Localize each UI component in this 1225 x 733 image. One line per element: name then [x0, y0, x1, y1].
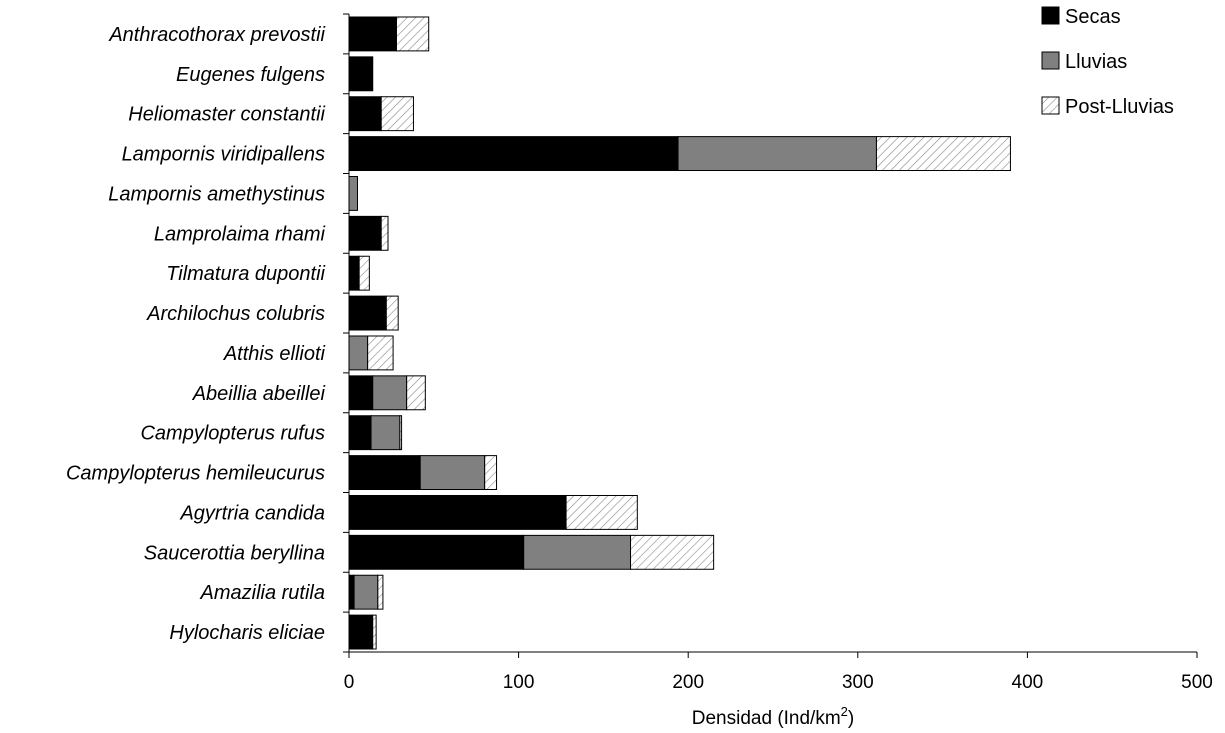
bar-lluvias-14: Amazilia rutila — Lluvias: 14	[353, 574, 379, 610]
category-label: Lampornis viridipallens	[122, 144, 325, 166]
legend-swatch	[1041, 51, 1060, 70]
labels-layer: Anthracothorax prevostii Eugenes fulgens H…	[66, 24, 1213, 729]
category-label: Lamprolaima rhami	[154, 223, 326, 245]
legend-label: Lluvias	[1065, 51, 1127, 73]
bar-secas-5: Lamprolaima rhami — Secas: 19	[348, 215, 382, 251]
bar-post-lluvias-3: Lampornis viridipallens — Post-Lluvias: …	[875, 136, 1011, 172]
category-label: Agyrtria candida	[179, 502, 325, 524]
bar-secas-10: Campylopterus rufus — Secas: 13	[348, 415, 372, 451]
bar-post-lluvias-0: Anthracothorax prevostii — Post-Lluvias:…	[395, 16, 430, 52]
category-label: Eugenes fulgens	[176, 64, 325, 86]
legend-label: Secas	[1065, 6, 1121, 28]
bar-post-lluvias-10: Campylopterus rufus — Post-Lluvias: 1	[399, 415, 403, 451]
legend: Secas Lluvias Post-Lluvias	[1041, 6, 1174, 118]
bar-post-lluvias-15: Hylocharis eliciae — Post-Lluvias: 2	[372, 614, 377, 650]
bar-post-lluvias-9: Abeillia abeillei — Post-Lluvias: 11	[406, 375, 426, 411]
bar-secas-15: Hylocharis eliciae — Secas: 14	[348, 614, 374, 650]
x-axis-title: Densidad (Ind/km2)	[692, 704, 854, 729]
bar-secas-11: Campylopterus hemileucurus — Secas: 42	[348, 455, 421, 491]
x-tick-label: 100	[503, 672, 535, 693]
bar-lluvias-13: Saucerottia beryllina — Lluvias: 63	[523, 534, 632, 570]
category-label: Atthis ellioti	[223, 343, 326, 365]
bar-post-lluvias-13: Saucerottia beryllina — Post-Lluvias: 49	[630, 534, 715, 570]
x-tick-label: 300	[842, 672, 874, 693]
bar-secas-9: Abeillia abeillei — Secas: 14	[348, 375, 374, 411]
x-tick-label: 0	[344, 672, 355, 693]
category-label: Hylocharis eliciae	[169, 622, 325, 644]
x-tick-label: 200	[672, 672, 704, 693]
bar-post-lluvias-5: Lamprolaima rhami — Post-Lluvias: 4	[380, 215, 389, 251]
x-tick-label: 400	[1012, 672, 1044, 693]
legend-swatch	[1041, 96, 1060, 115]
bar-post-lluvias-6: Tilmatura dupontii — Post-Lluvias: 6	[358, 255, 370, 291]
bar-secas-14: Amazilia rutila — Secas: 3	[348, 574, 355, 610]
category-label: Tilmatura dupontii	[166, 263, 325, 285]
x-tick-label: 500	[1181, 672, 1213, 693]
bar-lluvias-11: Campylopterus hemileucurus — Lluvias: 38	[419, 455, 486, 491]
bar-lluvias-8: Atthis ellioti — Lluvias: 11	[348, 335, 369, 371]
category-label: Campylopterus rufus	[140, 423, 325, 445]
category-label: Saucerottia beryllina	[144, 542, 325, 564]
bars-layer: Anthracothorax prevostii — Secas: 28Anth…	[348, 16, 1011, 650]
bar-secas-7: Archilochus colubris — Secas: 22	[348, 295, 387, 331]
category-label: Amazilia rutila	[200, 582, 325, 604]
bar-secas-12: Agyrtria candida — Secas: 128	[348, 494, 567, 530]
legend-swatch	[1041, 6, 1060, 25]
category-label: Lampornis amethystinus	[108, 183, 325, 205]
bar-secas-6: Tilmatura dupontii — Secas: 6	[348, 255, 360, 291]
axes-layer	[343, 13, 1198, 658]
category-label: Anthracothorax prevostii	[108, 24, 325, 46]
bar-secas-0: Anthracothorax prevostii — Secas: 28	[348, 16, 397, 52]
bar-post-lluvias-2: Heliomaster constantii — Post-Lluvias: 1…	[380, 96, 414, 132]
bar-lluvias-10: Campylopterus rufus — Lluvias: 17	[370, 415, 401, 451]
bar-post-lluvias-8: Atthis ellioti — Post-Lluvias: 15	[367, 335, 394, 371]
category-label: Campylopterus hemileucurus	[66, 463, 325, 485]
bar-post-lluvias-14: Amazilia rutila — Post-Lluvias: 3	[377, 574, 384, 610]
bar-lluvias-9: Abeillia abeillei — Lluvias: 20	[372, 375, 408, 411]
bar-post-lluvias-11: Campylopterus hemileucurus — Post-Lluvia…	[484, 455, 498, 491]
bar-secas-1: Eugenes fulgens — Secas: 14	[348, 56, 374, 92]
bar-lluvias-4: Lampornis amethystinus — Lluvias: 5	[348, 175, 358, 211]
legend-label: Post-Lluvias	[1065, 96, 1174, 118]
bar-secas-13: Saucerottia beryllina — Secas: 103	[348, 534, 525, 570]
category-label: Abeillia abeillei	[192, 383, 326, 405]
category-label: Archilochus colubris	[146, 303, 325, 325]
bar-secas-3: Lampornis viridipallens — Secas: 194	[348, 136, 679, 172]
bar-post-lluvias-7: Archilochus colubris — Post-Lluvias: 7	[385, 295, 399, 331]
bar-secas-2: Heliomaster constantii — Secas: 19	[348, 96, 382, 132]
category-label: Heliomaster constantii	[128, 104, 325, 126]
bar-post-lluvias-12: Agyrtria candida — Post-Lluvias: 42	[565, 494, 638, 530]
bar-lluvias-3: Lampornis viridipallens — Lluvias: 117	[677, 136, 877, 172]
